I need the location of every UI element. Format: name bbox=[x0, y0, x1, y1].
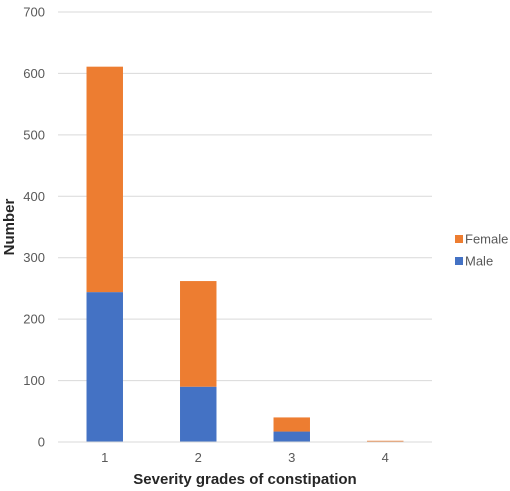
x-tick-label: 3 bbox=[288, 450, 295, 465]
legend-label-male: Male bbox=[465, 254, 493, 269]
y-tick-labels: 0 100 200 300 400 500 600 700 bbox=[23, 5, 45, 450]
legend-swatch-female bbox=[455, 235, 463, 243]
bar-male-2 bbox=[180, 386, 217, 442]
legend-swatch-male bbox=[455, 257, 463, 265]
y-axis-title: Number bbox=[1, 199, 18, 256]
bar-female-2 bbox=[180, 281, 217, 387]
y-tick-label: 0 bbox=[38, 435, 45, 450]
bar-female-3 bbox=[273, 417, 310, 432]
bar-female-4 bbox=[367, 440, 404, 442]
x-tick-label: 1 bbox=[101, 450, 108, 465]
y-tick-label: 600 bbox=[23, 66, 45, 81]
y-tick-label: 200 bbox=[23, 312, 45, 327]
y-tick-label: 700 bbox=[23, 5, 45, 20]
bar-male-1 bbox=[86, 292, 123, 442]
x-tick-label: 4 bbox=[382, 450, 389, 465]
y-tick-label: 400 bbox=[23, 189, 45, 204]
x-tick-labels: 1 2 3 4 bbox=[101, 450, 389, 465]
y-tick-label: 300 bbox=[23, 250, 45, 265]
bar-female-1 bbox=[86, 66, 123, 293]
bar-male-3 bbox=[273, 431, 310, 442]
y-tick-label: 500 bbox=[23, 127, 45, 142]
x-tick-label: 2 bbox=[195, 450, 202, 465]
y-tick-label: 100 bbox=[23, 373, 45, 388]
bars bbox=[86, 66, 404, 442]
x-axis-title: Severity grades of constipation bbox=[133, 471, 356, 488]
legend-label-female: Female bbox=[465, 232, 508, 247]
legend: Female Male bbox=[455, 232, 508, 269]
